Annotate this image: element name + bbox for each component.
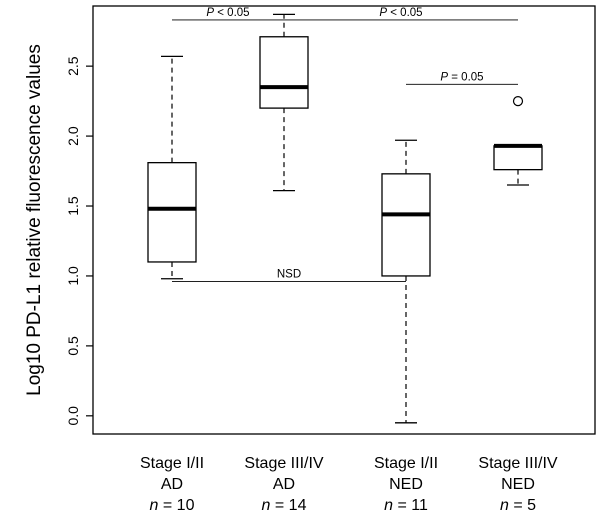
comparison-label: NSD	[277, 269, 301, 281]
iqr-box	[147, 162, 197, 263]
category-label: Stage I/II	[374, 455, 438, 472]
y-tick-label: 2.5	[65, 56, 81, 76]
iqr-box	[493, 145, 543, 171]
category-label: Stage I/II	[140, 455, 204, 472]
outlier-point	[512, 96, 524, 107]
y-axis-label: Log10 PD-L1 relative fluorescence values	[24, 44, 45, 396]
y-tick-label: 1.0	[65, 266, 81, 286]
category-label: Stage III/IV	[244, 455, 323, 472]
iqr-box	[381, 173, 431, 277]
sample-size-label: n = 10	[150, 497, 195, 514]
y-tick-label: 1.5	[65, 196, 81, 216]
category-label: NED	[501, 476, 535, 493]
sample-size-label: n = 14	[262, 497, 307, 514]
y-tick-label: 0.5	[65, 336, 81, 356]
iqr-box	[259, 36, 309, 109]
comparison-label: P < 0.05	[206, 7, 249, 19]
comparison-label: P = 0.05	[440, 71, 483, 83]
plot-frame	[92, 5, 596, 435]
sample-size-label: n = 5	[500, 497, 536, 514]
y-tick-label: 2.0	[65, 126, 81, 146]
category-label: AD	[273, 476, 295, 493]
category-label: Stage III/IV	[478, 455, 557, 472]
category-label: NED	[389, 476, 423, 493]
sample-size-label: n = 11	[384, 497, 428, 514]
y-tick-label: 0.0	[65, 406, 81, 426]
comparison-label: P < 0.05	[379, 7, 422, 19]
chart-marks: 0.0 0.5 1.0 1.5 2.0 2.5 P < 0.05 P < 0.05 P = 0.…	[65, 7, 558, 514]
category-label: AD	[161, 476, 183, 493]
